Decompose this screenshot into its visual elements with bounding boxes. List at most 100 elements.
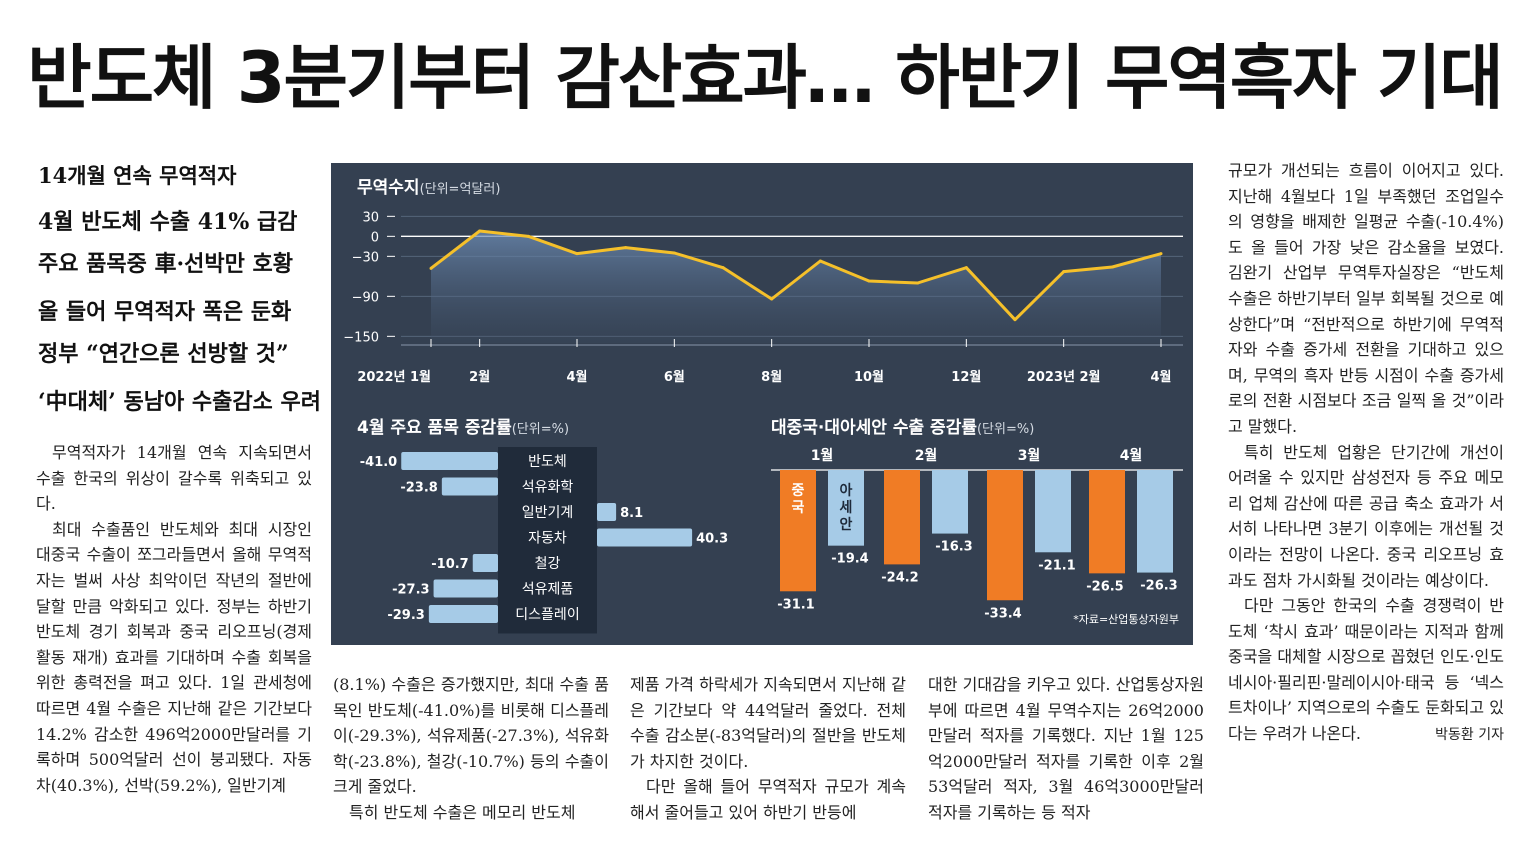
trade-balance-point	[916, 281, 920, 285]
item-category-label: 철강	[535, 556, 561, 572]
asean-bar	[1137, 470, 1173, 573]
item-value-label: -27.3	[392, 583, 429, 598]
paragraph: (8.1%) 수출은 증가했지만, 최대 수출 품목인 반도체(-41.0%)를…	[333, 675, 609, 797]
asean-series-label: 안	[840, 516, 853, 533]
x-tick-label: 8월	[761, 369, 782, 385]
month-label: 2월	[915, 447, 938, 464]
x-tick-label: 6월	[664, 369, 685, 385]
asean-bar	[1035, 470, 1071, 553]
subhead: 정부 “연간으론 선방할 것”	[38, 341, 289, 367]
item-bar	[401, 452, 498, 470]
asean-series-label: 아	[840, 482, 853, 499]
item-bar	[428, 605, 498, 623]
subhead: ‘中대체’ 동남아 수출감소 우려	[38, 389, 321, 415]
china-bar	[884, 470, 920, 565]
article-column-4: 대한 기대감을 키우고 있다. 산업통상자원부에 따르면 4월 무역수지는 26…	[928, 672, 1204, 826]
trade-balance-point	[1110, 265, 1114, 269]
paragraph: 최대 수출품인 반도체와 최대 시장인 대중국 수출이 쪼그라들면서 올해 무역…	[36, 519, 312, 795]
item-category-label: 석유제품	[522, 582, 574, 598]
china-value-label: -26.5	[1086, 579, 1123, 594]
asean-series-label: 세	[840, 500, 853, 516]
china-series-label: 중	[792, 483, 805, 499]
month-label: 3월	[1018, 447, 1041, 464]
subhead: 4월 반도체 수출 41% 급감	[38, 209, 298, 235]
infographic-panel: 무역수지(단위=억달러) 30 0 −30 −90 −150 2022년 1월 2월 4월 6월 8…	[331, 163, 1193, 645]
item-category-label: 석유화학	[522, 480, 574, 496]
asean-value-label: -19.4	[831, 552, 868, 567]
china-value-label: -33.4	[984, 606, 1021, 621]
china-series-label: 국	[792, 500, 805, 516]
month-label: 4월	[1120, 447, 1143, 464]
x-tick-label: 2023년 2월	[1027, 369, 1101, 385]
y-tick-label: −150	[343, 330, 379, 345]
article-column-5: 규모가 개선되는 흐름이 이어지고 있다. 지난해 4월보다 1일 부족했던 조…	[1228, 158, 1504, 748]
paragraph: 특히 반도체 업황은 단기간에 개선이 어려울 수 있지만 삼성전자 등 주요 …	[1228, 442, 1504, 590]
paragraph: 다만 그동안 한국의 수출 경쟁력이 반도체 ‘착시 효과’ 때문이라는 지적과…	[1228, 596, 1504, 744]
item-growth-title: 4월 주요 품목 증감률(단위=%)	[357, 418, 569, 438]
trade-balance-line	[430, 229, 1162, 322]
china-bar	[1089, 470, 1125, 574]
trade-balance-point	[818, 259, 822, 263]
trade-balance-point	[1013, 318, 1017, 322]
item-value-label: -10.7	[431, 557, 468, 572]
infographic-svg: 무역수지(단위=억달러) 30 0 −30 −90 −150 2022년 1월 2월 4월 6월 8…	[343, 178, 1183, 634]
trade-balance-area	[431, 231, 1161, 343]
item-value-label: 40.3	[696, 532, 728, 547]
article-column-2: (8.1%) 수출은 증가했지만, 최대 수출 품목인 반도체(-41.0%)를…	[333, 672, 609, 826]
item-value-label: -41.0	[360, 455, 397, 470]
asean-bar	[828, 470, 864, 546]
china-value-label: -24.2	[881, 570, 918, 585]
asean-value-label: -16.3	[935, 540, 972, 555]
china-value-label: -31.1	[777, 597, 814, 612]
trade-balance-title: 무역수지(단위=억달러)	[357, 178, 500, 198]
article-column-3: 제품 가격 하락세가 지속되면서 지난해 같은 기간보다 약 44억달러 줄었다…	[630, 672, 906, 826]
china-bar	[987, 470, 1023, 601]
trade-balance-point	[672, 251, 676, 255]
x-tick-label: 10월	[854, 369, 884, 385]
x-tick-label: 2월	[469, 369, 490, 385]
trade-balance-point	[478, 229, 482, 233]
paragraph: 대한 기대감을 키우고 있다. 산업통상자원부에 따르면 4월 무역수지는 26…	[928, 675, 1204, 822]
source-note: *자료=산업통상자원부	[1073, 613, 1179, 626]
china-asean-title: 대중국·대아세안 수출 증감률(단위=%)	[771, 418, 1034, 438]
byline: 박동환 기자	[1435, 726, 1504, 743]
paragraph: 제품 가격 하락세가 지속되면서 지난해 같은 기간보다 약 44억달러 줄었다…	[630, 675, 906, 771]
item-category-label: 자동차	[528, 531, 567, 547]
subhead: 14개월 연속 무역적자	[38, 163, 237, 188]
trade-balance-point	[1159, 252, 1163, 256]
subheads: 14개월 연속 무역적자 4월 반도체 수출 41% 급감 주요 품목중 車·선…	[38, 160, 321, 426]
subhead: 주요 품목중 車·선박만 호황	[38, 251, 294, 277]
x-tick-label: 4월	[566, 369, 587, 385]
item-bar	[472, 554, 498, 572]
item-bar	[433, 579, 498, 598]
x-tick-label: 12월	[951, 369, 981, 385]
china-bar	[780, 470, 816, 592]
subhead: 올 들어 무역적자 폭은 둔화	[38, 299, 292, 325]
trade-balance-point	[526, 234, 530, 238]
item-value-label: -29.3	[387, 608, 424, 623]
asean-value-label: -26.3	[1140, 579, 1177, 594]
paragraph: 규모가 개선되는 흐름이 이어지고 있다. 지난해 4월보다 1일 부족했던 조…	[1228, 161, 1504, 436]
item-value-label: -23.8	[400, 481, 437, 496]
item-bar	[597, 528, 693, 547]
trade-balance-point	[1062, 270, 1066, 274]
x-tick-label: 2022년 1월	[357, 369, 431, 385]
trade-balance-point	[575, 252, 579, 256]
article-column-1: 무역적자가 14개월 연속 지속되면서 수출 한국의 위상이 갈수록 위축되고 …	[36, 440, 312, 798]
item-bar	[597, 503, 617, 521]
y-tick-label: 0	[371, 230, 379, 245]
trade-balance-point	[964, 266, 968, 270]
trade-balance-point	[429, 266, 433, 270]
asean-value-label: -21.1	[1038, 558, 1075, 573]
trade-balance-point	[624, 246, 628, 250]
item-category-label: 디스플레이	[515, 607, 579, 623]
y-tick-label: −90	[352, 290, 379, 305]
item-category-label: 일반기계	[522, 505, 574, 521]
trade-balance-point	[867, 279, 871, 283]
paragraph: 무역적자가 14개월 연속 지속되면서 수출 한국의 위상이 갈수록 위축되고 …	[36, 443, 312, 514]
month-label: 1월	[811, 447, 834, 464]
item-bar	[441, 477, 498, 496]
item-value-label: 8.1	[620, 506, 643, 521]
paragraph: 다만 올해 들어 무역적자 규모가 계속해서 줄어들고 있어 하반기 반등에	[630, 777, 906, 822]
asean-bar	[932, 470, 968, 534]
